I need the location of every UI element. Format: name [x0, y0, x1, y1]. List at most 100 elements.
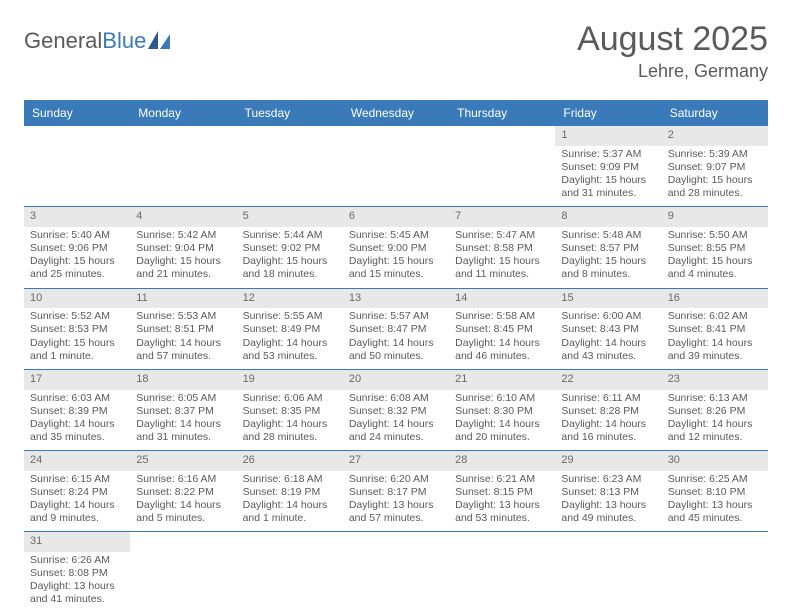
sunrise-text: Sunrise: 6:13 AM: [668, 392, 762, 405]
empty-cell: [662, 532, 768, 612]
day-cell: 29Sunrise: 6:23 AMSunset: 8:13 PMDayligh…: [555, 451, 661, 531]
day-number: 13: [343, 289, 449, 309]
weekday-sat: Saturday: [662, 100, 768, 126]
sunset-text: Sunset: 8:15 PM: [455, 486, 549, 499]
daylight-text: Daylight: 14 hours: [30, 499, 124, 512]
daylight-text: Daylight: 15 hours: [243, 255, 337, 268]
day-cell: 23Sunrise: 6:13 AMSunset: 8:26 PMDayligh…: [662, 370, 768, 450]
daylight-text: Daylight: 13 hours: [561, 499, 655, 512]
day-cell: 17Sunrise: 6:03 AMSunset: 8:39 PMDayligh…: [24, 370, 130, 450]
daylight-text: and 50 minutes.: [349, 350, 443, 363]
sunrise-text: Sunrise: 5:57 AM: [349, 310, 443, 323]
daylight-text: Daylight: 14 hours: [243, 499, 337, 512]
empty-cell: [343, 126, 449, 206]
logo-text-1: General: [24, 28, 102, 54]
daylight-text: and 12 minutes.: [668, 431, 762, 444]
page-header: GeneralBlue August 2025 Lehre, Germany: [24, 20, 768, 82]
daylight-text: Daylight: 15 hours: [668, 255, 762, 268]
empty-cell: [24, 126, 130, 206]
title-block: August 2025 Lehre, Germany: [577, 20, 768, 82]
day-number: 25: [130, 451, 236, 471]
daylight-text: Daylight: 14 hours: [136, 418, 230, 431]
daylight-text: Daylight: 15 hours: [30, 337, 124, 350]
daylight-text: Daylight: 15 hours: [668, 174, 762, 187]
sunset-text: Sunset: 8:37 PM: [136, 405, 230, 418]
day-cell: 8Sunrise: 5:48 AMSunset: 8:57 PMDaylight…: [555, 207, 661, 287]
empty-cell: [343, 532, 449, 612]
weekday-sun: Sunday: [24, 100, 130, 126]
day-cell: 12Sunrise: 5:55 AMSunset: 8:49 PMDayligh…: [237, 289, 343, 369]
sunset-text: Sunset: 8:45 PM: [455, 323, 549, 336]
sunset-text: Sunset: 8:22 PM: [136, 486, 230, 499]
sunrise-text: Sunrise: 6:21 AM: [455, 473, 549, 486]
daylight-text: Daylight: 13 hours: [455, 499, 549, 512]
daylight-text: Daylight: 15 hours: [30, 255, 124, 268]
sunset-text: Sunset: 8:24 PM: [30, 486, 124, 499]
daylight-text: Daylight: 14 hours: [668, 418, 762, 431]
sunrise-text: Sunrise: 5:37 AM: [561, 148, 655, 161]
daylight-text: and 25 minutes.: [30, 268, 124, 281]
sunset-text: Sunset: 8:19 PM: [243, 486, 337, 499]
weekday-header: Sunday Monday Tuesday Wednesday Thursday…: [24, 100, 768, 126]
sunset-text: Sunset: 8:49 PM: [243, 323, 337, 336]
sunset-text: Sunset: 8:55 PM: [668, 242, 762, 255]
daylight-text: Daylight: 15 hours: [136, 255, 230, 268]
day-number: 11: [130, 289, 236, 309]
daylight-text: and 43 minutes.: [561, 350, 655, 363]
day-cell: 5Sunrise: 5:44 AMSunset: 9:02 PMDaylight…: [237, 207, 343, 287]
daylight-text: and 39 minutes.: [668, 350, 762, 363]
sunset-text: Sunset: 8:58 PM: [455, 242, 549, 255]
sunrise-text: Sunrise: 6:16 AM: [136, 473, 230, 486]
day-cell: 2Sunrise: 5:39 AMSunset: 9:07 PMDaylight…: [662, 126, 768, 206]
daylight-text: Daylight: 14 hours: [349, 337, 443, 350]
day-number: 15: [555, 289, 661, 309]
sunset-text: Sunset: 8:57 PM: [561, 242, 655, 255]
day-number: 17: [24, 370, 130, 390]
daylight-text: and 28 minutes.: [668, 187, 762, 200]
weekday-tue: Tuesday: [237, 100, 343, 126]
daylight-text: and 31 minutes.: [136, 431, 230, 444]
daylight-text: and 5 minutes.: [136, 512, 230, 525]
daylight-text: Daylight: 14 hours: [243, 337, 337, 350]
day-cell: 25Sunrise: 6:16 AMSunset: 8:22 PMDayligh…: [130, 451, 236, 531]
day-number: 21: [449, 370, 555, 390]
day-cell: 4Sunrise: 5:42 AMSunset: 9:04 PMDaylight…: [130, 207, 236, 287]
day-number: 27: [343, 451, 449, 471]
day-number: 29: [555, 451, 661, 471]
sunrise-text: Sunrise: 6:06 AM: [243, 392, 337, 405]
daylight-text: and 53 minutes.: [455, 512, 549, 525]
sunrise-text: Sunrise: 5:47 AM: [455, 229, 549, 242]
empty-cell: [237, 532, 343, 612]
day-number: 26: [237, 451, 343, 471]
sunrise-text: Sunrise: 5:39 AM: [668, 148, 762, 161]
sunrise-text: Sunrise: 5:42 AM: [136, 229, 230, 242]
daylight-text: Daylight: 14 hours: [243, 418, 337, 431]
daylight-text: and 1 minute.: [243, 512, 337, 525]
week-row: 3Sunrise: 5:40 AMSunset: 9:06 PMDaylight…: [24, 207, 768, 288]
sunrise-text: Sunrise: 5:48 AM: [561, 229, 655, 242]
day-cell: 15Sunrise: 6:00 AMSunset: 8:43 PMDayligh…: [555, 289, 661, 369]
sunset-text: Sunset: 9:02 PM: [243, 242, 337, 255]
sunrise-text: Sunrise: 5:50 AM: [668, 229, 762, 242]
sunset-text: Sunset: 8:51 PM: [136, 323, 230, 336]
sunrise-text: Sunrise: 6:26 AM: [30, 554, 124, 567]
sunrise-text: Sunrise: 5:45 AM: [349, 229, 443, 242]
daylight-text: Daylight: 14 hours: [455, 418, 549, 431]
daylight-text: Daylight: 14 hours: [136, 337, 230, 350]
sunset-text: Sunset: 8:13 PM: [561, 486, 655, 499]
daylight-text: and 16 minutes.: [561, 431, 655, 444]
day-number: 19: [237, 370, 343, 390]
daylight-text: and 28 minutes.: [243, 431, 337, 444]
daylight-text: and 15 minutes.: [349, 268, 443, 281]
day-cell: 19Sunrise: 6:06 AMSunset: 8:35 PMDayligh…: [237, 370, 343, 450]
day-cell: 3Sunrise: 5:40 AMSunset: 9:06 PMDaylight…: [24, 207, 130, 287]
day-cell: 22Sunrise: 6:11 AMSunset: 8:28 PMDayligh…: [555, 370, 661, 450]
sunset-text: Sunset: 8:53 PM: [30, 323, 124, 336]
daylight-text: and 24 minutes.: [349, 431, 443, 444]
sunrise-text: Sunrise: 5:53 AM: [136, 310, 230, 323]
day-number: 30: [662, 451, 768, 471]
weekday-wed: Wednesday: [343, 100, 449, 126]
day-number: 3: [24, 207, 130, 227]
weekday-fri: Friday: [555, 100, 661, 126]
daylight-text: Daylight: 14 hours: [349, 418, 443, 431]
